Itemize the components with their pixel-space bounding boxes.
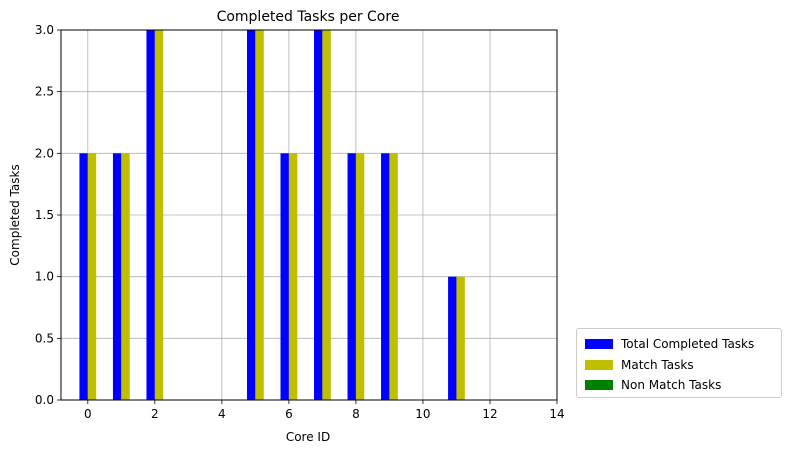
y-tick-label: 1.0 bbox=[35, 270, 54, 284]
bar-total-completed bbox=[280, 153, 289, 400]
x-axis-ticks: 0 2 4 6 8 10 12 14 bbox=[84, 400, 565, 421]
bar-total-completed bbox=[347, 153, 356, 400]
y-axis-ticks: 0.0 0.5 1.0 1.5 2.0 2.5 3.0 bbox=[35, 23, 61, 407]
y-tick-label: 0.5 bbox=[35, 331, 54, 345]
bar-total-completed bbox=[79, 153, 88, 400]
bar-match bbox=[121, 153, 130, 400]
legend-label-total: Total Completed Tasks bbox=[621, 337, 755, 352]
y-tick-label: 2.5 bbox=[35, 85, 54, 99]
bar-match bbox=[322, 30, 331, 400]
bar-match bbox=[87, 153, 97, 400]
bar-total-completed bbox=[247, 30, 256, 400]
bar-match bbox=[288, 153, 298, 400]
y-axis-label: Completed Tasks bbox=[8, 164, 22, 265]
bar-match bbox=[456, 276, 465, 400]
bar-total-completed bbox=[112, 153, 122, 400]
legend-item-nonmatch: Non Match Tasks bbox=[585, 375, 781, 396]
bar-match bbox=[255, 30, 264, 400]
legend: Total Completed Tasks Match Tasks Non Ma… bbox=[576, 328, 782, 398]
x-tick-label: 10 bbox=[415, 407, 430, 421]
bar-total-completed bbox=[146, 30, 155, 400]
y-tick-label: 0.0 bbox=[35, 393, 54, 407]
chart-title: Completed Tasks per Core bbox=[217, 9, 400, 25]
y-tick-label: 2.0 bbox=[35, 146, 54, 160]
bars bbox=[79, 30, 465, 400]
bar-total-completed bbox=[381, 153, 390, 400]
grid-lines bbox=[61, 29, 558, 401]
legend-label-nonmatch: Non Match Tasks bbox=[621, 378, 722, 393]
x-tick-label: 4 bbox=[218, 407, 226, 421]
legend-swatch-nonmatch bbox=[585, 380, 613, 391]
legend-swatch-match bbox=[585, 359, 613, 370]
y-tick-label: 3.0 bbox=[35, 23, 54, 37]
bar-match bbox=[389, 153, 398, 400]
y-tick-label: 1.5 bbox=[35, 208, 54, 222]
x-tick-label: 0 bbox=[84, 407, 92, 421]
bar-match bbox=[355, 153, 365, 400]
bar-total-completed bbox=[448, 276, 457, 400]
x-tick-label: 14 bbox=[549, 407, 564, 421]
legend-item-total: Total Completed Tasks bbox=[585, 334, 781, 355]
legend-label-match: Match Tasks bbox=[621, 357, 694, 372]
legend-swatch-total bbox=[585, 339, 613, 350]
x-tick-label: 6 bbox=[285, 407, 293, 421]
x-axis-label: Core ID bbox=[286, 430, 330, 444]
x-tick-label: 2 bbox=[151, 407, 159, 421]
bar-match bbox=[154, 30, 164, 400]
legend-item-match: Match Tasks bbox=[585, 355, 781, 376]
bar-total-completed bbox=[314, 30, 323, 400]
x-tick-label: 12 bbox=[482, 407, 497, 421]
x-tick-label: 8 bbox=[352, 407, 360, 421]
